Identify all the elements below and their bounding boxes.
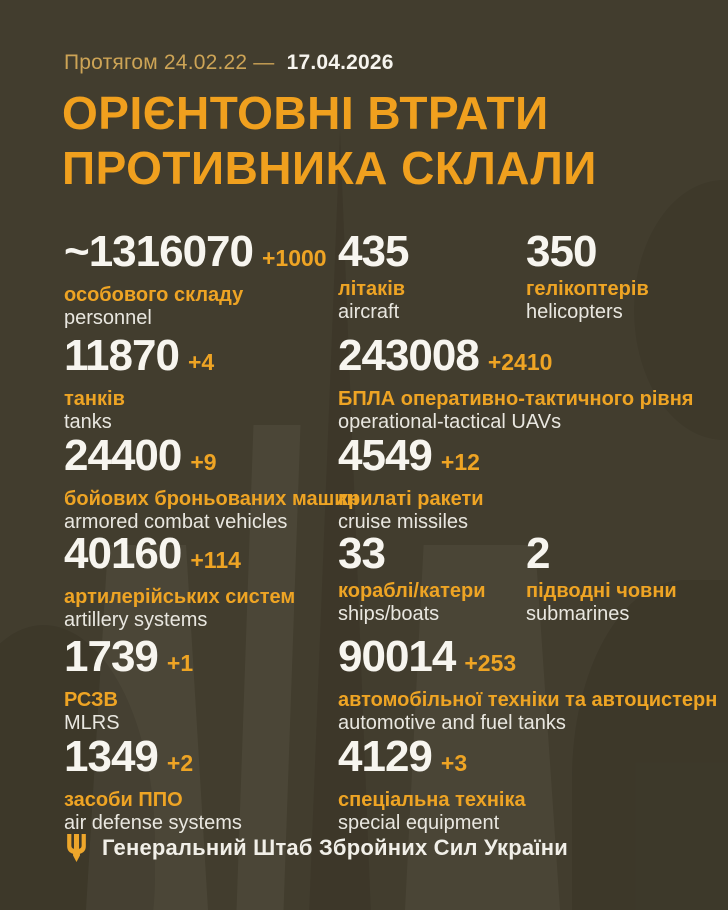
stat-label-ua: гелікоптерів bbox=[526, 278, 649, 300]
stat-delta: +1000 bbox=[262, 245, 327, 271]
stat-delta: +253 bbox=[464, 650, 517, 676]
stat-mlrs: 1739 +1 РСЗВ MLRS bbox=[64, 633, 193, 735]
stat-tanks: 11870 +4 танків tanks bbox=[64, 332, 214, 434]
stat-special-equipment: 4129 +3 спеціальна техніка special equip… bbox=[338, 733, 526, 835]
stat-value: 24400 bbox=[64, 431, 182, 480]
stat-value: 4549 bbox=[338, 431, 433, 480]
stat-cruise-missiles: 4549 +12 крилаті ракети cruise missiles bbox=[338, 432, 484, 534]
stat-delta: +2410 bbox=[487, 349, 553, 375]
stat-delta: +4 bbox=[187, 349, 215, 375]
stat-label-ua: крилаті ракети bbox=[338, 488, 484, 510]
stat-delta: +12 bbox=[440, 449, 480, 475]
stat-value: 243008 bbox=[338, 331, 480, 380]
footer-org-label: Генеральний Штаб Збройних Сил України bbox=[102, 835, 568, 860]
stat-label-en: cruise missiles bbox=[338, 511, 469, 533]
stat-label-ua: засоби ППО bbox=[64, 789, 183, 811]
stat-value: 1739 bbox=[64, 632, 159, 681]
stat-label-en: air defense systems bbox=[64, 812, 242, 834]
stat-label-en: tanks bbox=[64, 411, 112, 433]
stat-label-en: aircraft bbox=[338, 301, 400, 323]
stat-delta: +9 bbox=[190, 449, 217, 475]
stat-air-defense: 1349 +2 засоби ППО air defense systems bbox=[64, 733, 242, 835]
stat-value: 435 bbox=[338, 227, 409, 276]
report-date: 17.04.2026 bbox=[286, 51, 394, 74]
stat-value: 1349 bbox=[64, 732, 159, 781]
stat-label-en: submarines bbox=[526, 603, 630, 625]
stat-value: 11870 bbox=[64, 331, 180, 380]
stat-label-en: operational-tactical UAVs bbox=[338, 411, 562, 433]
page-title-line1: ОРІЄНТОВНІ ВТРАТИ bbox=[62, 87, 549, 139]
stat-aircraft: 435 літаків aircraft bbox=[338, 228, 417, 324]
stat-label-en: MLRS bbox=[64, 712, 120, 734]
stat-delta: +3 bbox=[440, 750, 468, 776]
stat-label-en: helicopters bbox=[526, 301, 623, 323]
stat-value: ~1316070 bbox=[64, 227, 254, 276]
report-period: Протягом 24.02.22 — 17.04.2026 bbox=[64, 51, 394, 75]
stat-label-ua: танків bbox=[64, 388, 125, 410]
stat-armored-vehicles: 24400 +9 бойових броньованих машин armor… bbox=[64, 432, 359, 534]
stat-label-ua: спеціальна техніка bbox=[338, 789, 526, 811]
stat-value: 40160 bbox=[64, 529, 182, 578]
stat-value: 350 bbox=[526, 227, 597, 276]
stat-artillery: 40160 +114 артилерійських систем artille… bbox=[64, 530, 295, 632]
trident-icon bbox=[67, 834, 86, 862]
stat-personnel: ~1316070 +1000 особового складу personne… bbox=[64, 228, 327, 330]
trident-watermark-blob-right bbox=[572, 580, 728, 910]
stat-delta: +2 bbox=[166, 750, 194, 776]
stat-delta: +1 bbox=[166, 650, 194, 676]
stat-label-en: personnel bbox=[64, 307, 152, 329]
footer: Генеральний Штаб Збройних Сил України bbox=[66, 834, 568, 862]
stat-delta: +114 bbox=[190, 547, 241, 573]
stat-label-ua: артилерійських систем bbox=[64, 586, 296, 608]
stat-submarines: 2 підводні човни submarines bbox=[526, 530, 677, 626]
stat-uavs: 243008 +2410 БПЛА оперативно-тактичного … bbox=[338, 332, 693, 434]
stat-label-en: ships/boats bbox=[338, 603, 440, 625]
stat-label-ua: підводні човни bbox=[526, 580, 677, 602]
page-title: ОРІЄНТОВНІ ВТРАТИ ПРОТИВНИКА СКЛАЛИ bbox=[62, 86, 597, 196]
stat-helicopters: 350 гелікоптерів helicopters bbox=[526, 228, 649, 324]
stat-value: 33 bbox=[338, 529, 386, 578]
stat-ships: 33 кораблі/катери ships/boats bbox=[338, 530, 486, 626]
stat-label-ua: автомобільної техніки та автоцистерн bbox=[338, 689, 718, 711]
page-title-line2: ПРОТИВНИКА СКЛАЛИ bbox=[62, 142, 597, 194]
period-prefix: Протягом 24.02.22 — bbox=[64, 51, 275, 74]
stat-value: 2 bbox=[526, 529, 551, 578]
stat-label-en: special equipment bbox=[338, 812, 500, 834]
stat-label-ua: особового складу bbox=[64, 284, 244, 306]
stat-value: 90014 bbox=[338, 632, 456, 681]
stat-label-en: armored combat vehicles bbox=[64, 511, 288, 533]
stat-automotive: 90014 +253 автомобільної техніки та авто… bbox=[338, 633, 717, 735]
stat-label-ua: кораблі/катери bbox=[338, 580, 486, 602]
stat-label-en: artillery systems bbox=[64, 609, 208, 631]
stat-label-en: automotive and fuel tanks bbox=[338, 712, 566, 734]
stat-label-ua: бойових броньованих машин bbox=[64, 488, 359, 510]
stat-label-ua: БПЛА оперативно-тактичного рівня bbox=[338, 388, 694, 410]
stat-value: 4129 bbox=[338, 732, 433, 781]
stat-label-ua: РСЗВ bbox=[64, 689, 118, 711]
stat-label-ua: літаків bbox=[338, 278, 406, 300]
